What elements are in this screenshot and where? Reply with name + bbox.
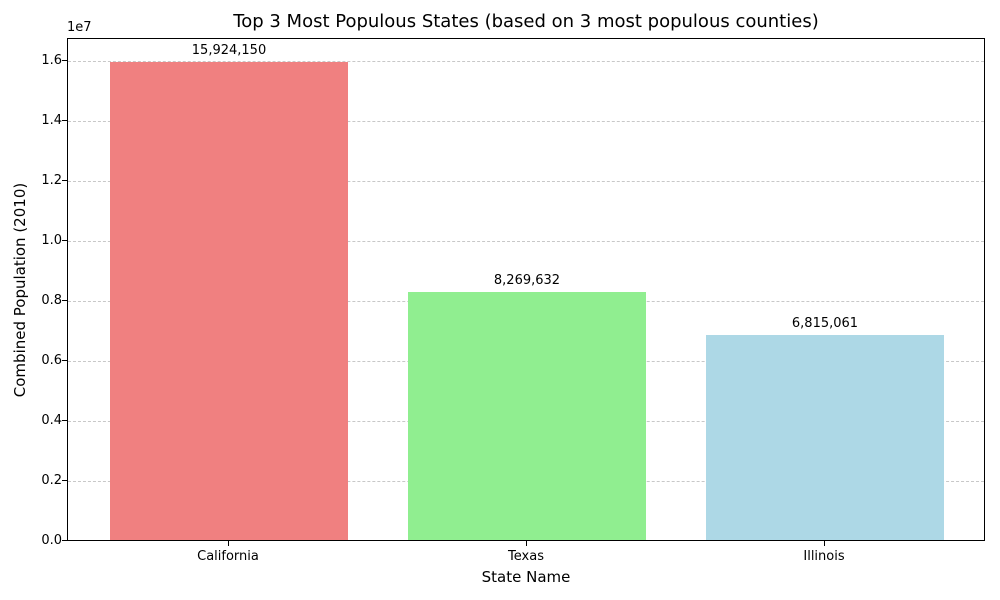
gridline bbox=[68, 240, 984, 242]
y-tick-mark bbox=[62, 419, 67, 421]
x-tick-mark bbox=[526, 541, 527, 546]
bar-california bbox=[110, 62, 348, 540]
x-tick-label: California bbox=[197, 549, 259, 564]
y-tick-label: 0.4 bbox=[41, 412, 62, 428]
y-tick-mark bbox=[62, 479, 67, 481]
y-tick-label: 1.0 bbox=[41, 232, 62, 248]
y-tick-mark bbox=[62, 540, 67, 541]
x-axis-label: State Name bbox=[481, 568, 571, 586]
y-tick-label: 0.2 bbox=[41, 472, 62, 488]
gridline bbox=[68, 60, 984, 62]
bar-value-label: 15,924,150 bbox=[191, 43, 267, 59]
gridline bbox=[68, 120, 984, 122]
y-tick-mark bbox=[62, 299, 67, 301]
x-tick-label: Texas bbox=[508, 549, 544, 564]
x-tick-mark bbox=[228, 541, 229, 546]
y-tick-mark bbox=[62, 119, 67, 121]
y-axis-offset-label: 1e7 bbox=[67, 20, 92, 35]
y-tick-mark bbox=[62, 59, 67, 61]
plot-area: 15,924,150 8,269,632 6,815,061 bbox=[67, 38, 985, 541]
bar-value-label: 6,815,061 bbox=[791, 316, 859, 332]
bar-illinois bbox=[706, 335, 944, 540]
x-tick-label: Illinois bbox=[803, 549, 845, 564]
bar-texas bbox=[408, 291, 646, 540]
y-tick-label: 1.6 bbox=[41, 52, 62, 68]
y-tick-mark bbox=[62, 239, 67, 241]
y-tick-label: 1.4 bbox=[41, 112, 62, 128]
x-tick-mark bbox=[824, 541, 825, 546]
gridline bbox=[68, 180, 984, 182]
chart-title: Top 3 Most Populous States (based on 3 m… bbox=[233, 11, 819, 32]
y-tick-label: 0.0 bbox=[41, 533, 62, 548]
y-tick-mark bbox=[62, 359, 67, 361]
y-tick-label: 1.2 bbox=[41, 172, 62, 188]
bar-value-label: 8,269,632 bbox=[493, 272, 561, 288]
y-tick-label: 0.6 bbox=[41, 352, 62, 368]
y-tick-mark bbox=[62, 179, 67, 181]
y-tick-label: 0.8 bbox=[41, 292, 62, 308]
